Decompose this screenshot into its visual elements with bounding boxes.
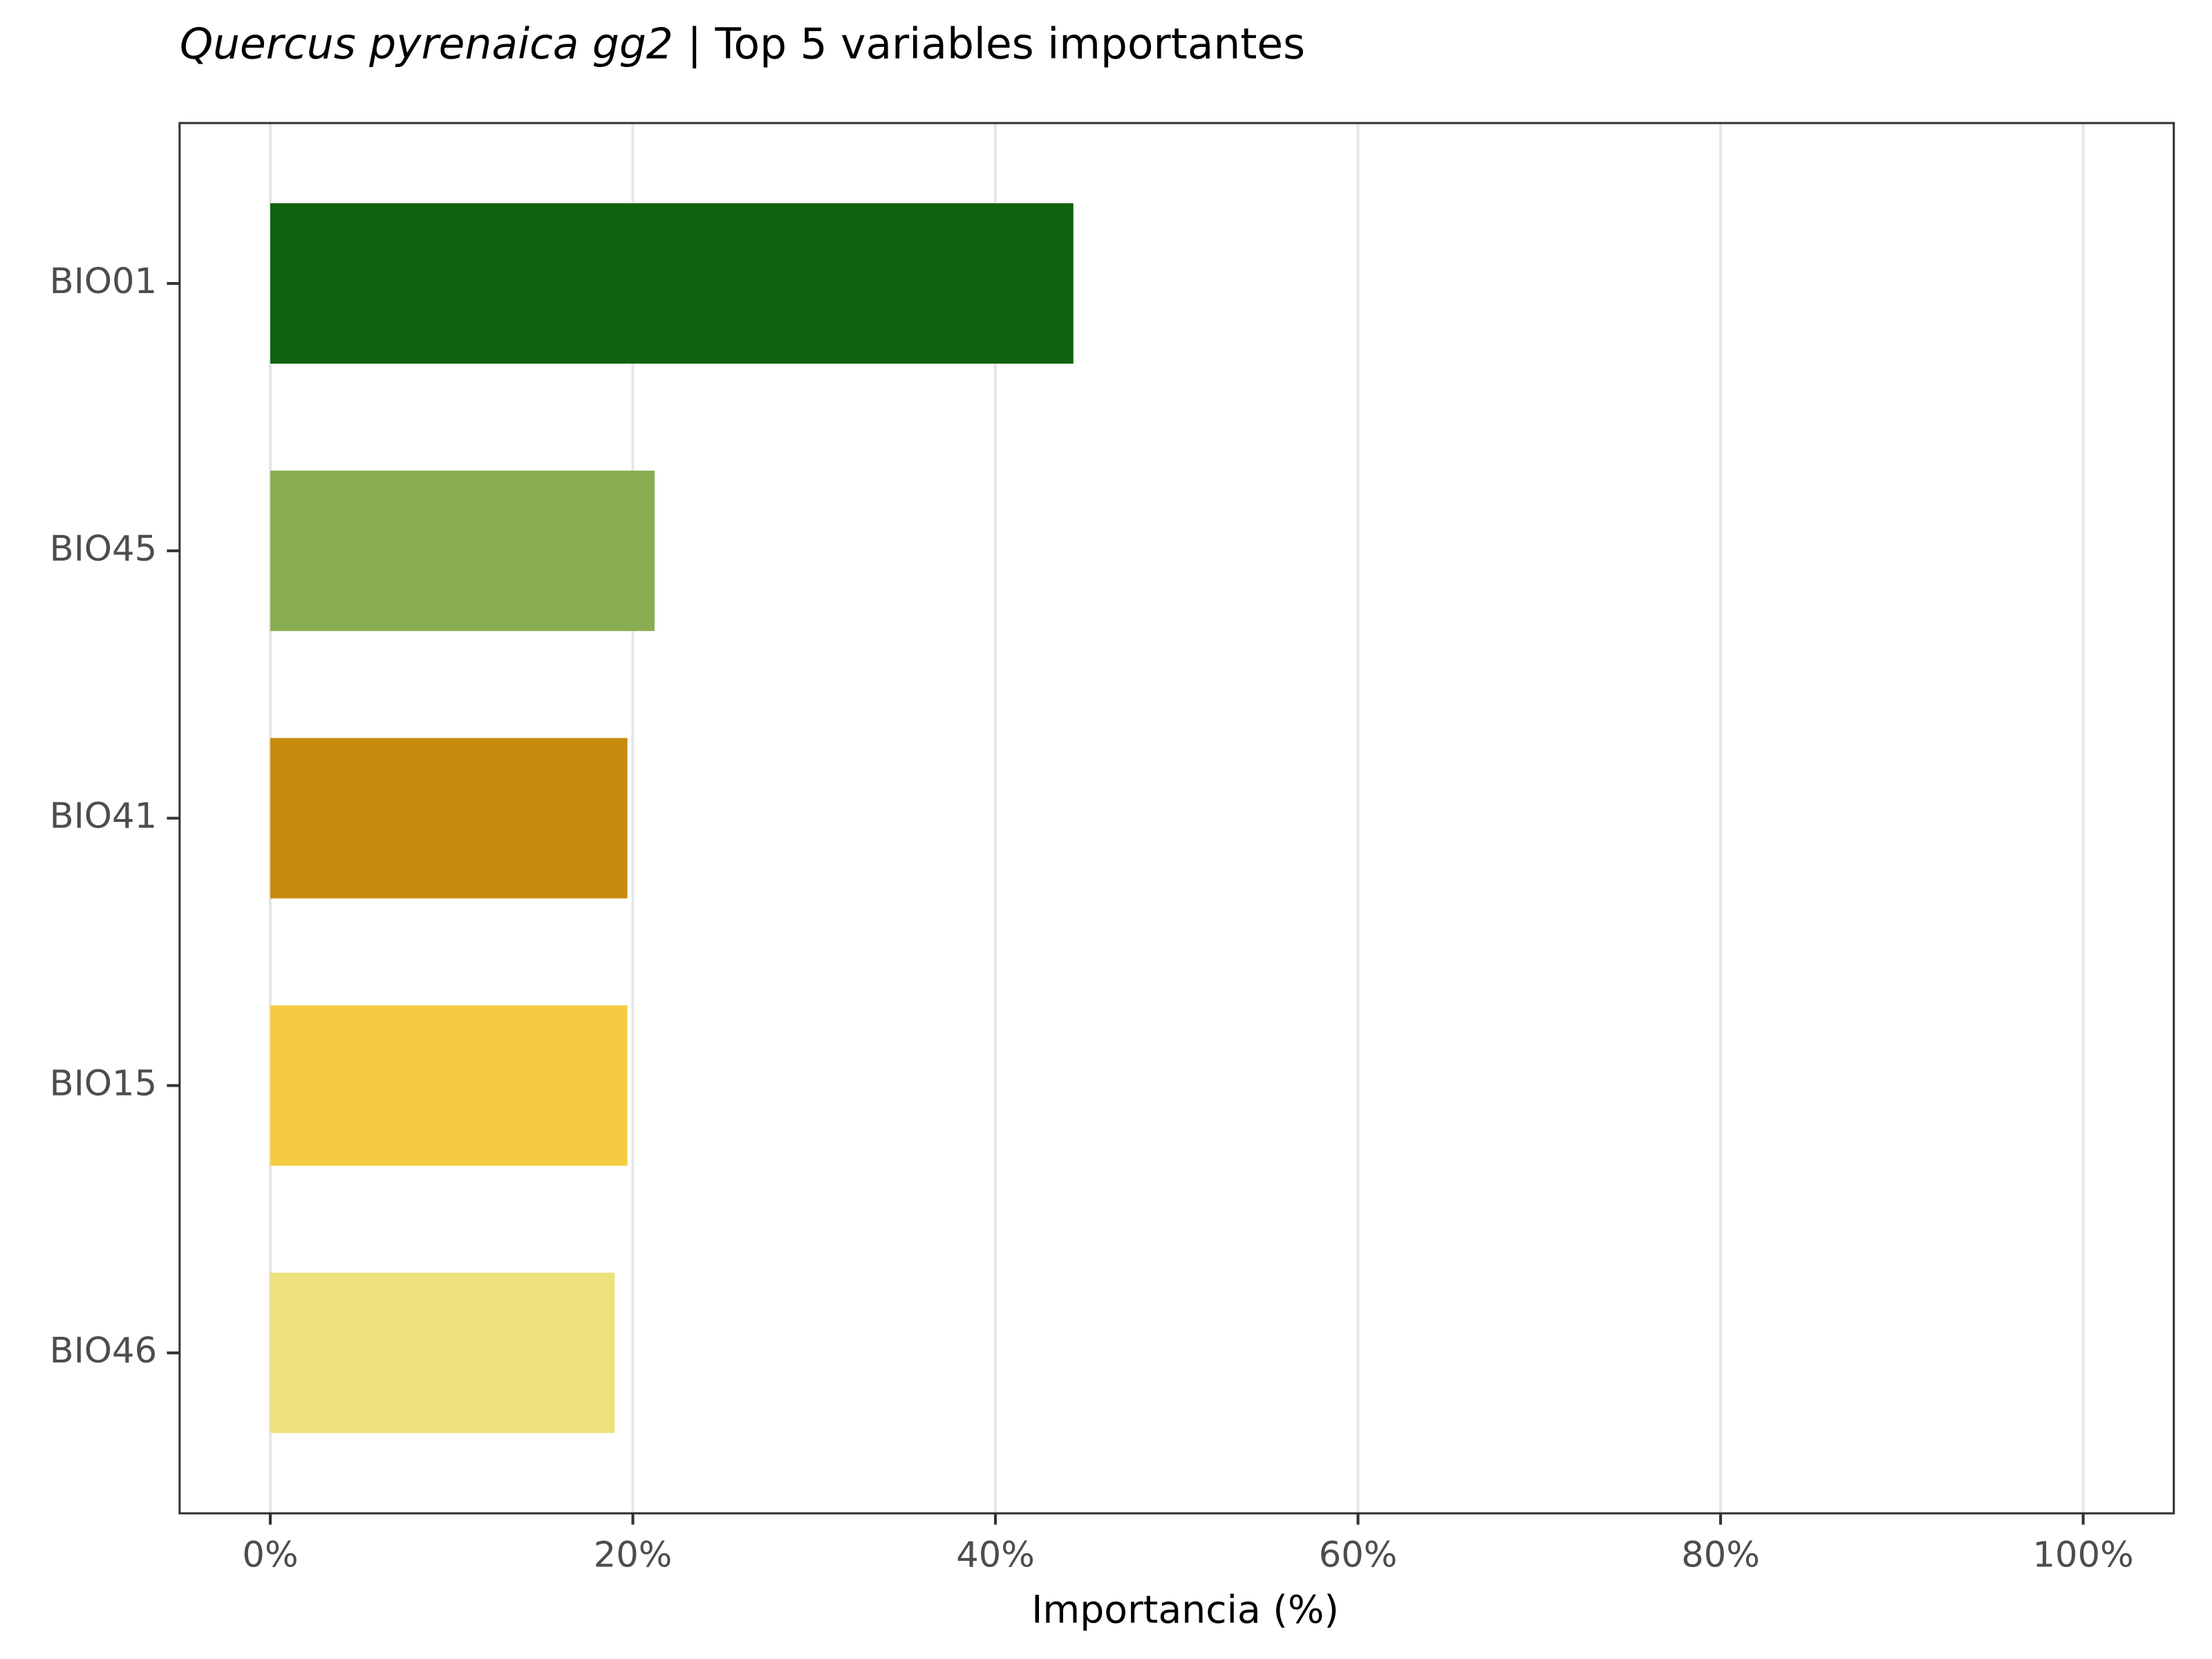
title-text: | Top 5 variables importantes <box>687 20 1305 70</box>
y-tick-label: BIO45 <box>50 529 158 570</box>
y-tick-label: BIO41 <box>50 796 158 837</box>
x-tick-label: 40% <box>956 1535 1035 1576</box>
x-tick-label: 20% <box>594 1535 673 1576</box>
x-tick-label: 60% <box>1319 1535 1398 1576</box>
panel-border <box>178 122 2175 1515</box>
y-tick-label: BIO01 <box>50 261 158 302</box>
x-tick-label: 0% <box>242 1535 298 1576</box>
x-tick-label: 80% <box>1681 1535 1760 1576</box>
title-species: Quercus pyrenaica gg2 <box>180 20 673 69</box>
chart-title: Quercus pyrenaica gg2 | Top 5 variables i… <box>180 20 1305 70</box>
bar <box>270 1273 615 1434</box>
y-tick-label: BIO15 <box>50 1063 158 1104</box>
x-axis-label: Importancia (%) <box>1031 1588 1339 1633</box>
bar <box>270 470 655 631</box>
y-tick-label: BIO46 <box>50 1331 158 1371</box>
bar <box>270 1005 628 1166</box>
bar <box>270 738 628 899</box>
x-tick-label: 100% <box>2033 1535 2134 1576</box>
bar <box>270 203 1074 364</box>
